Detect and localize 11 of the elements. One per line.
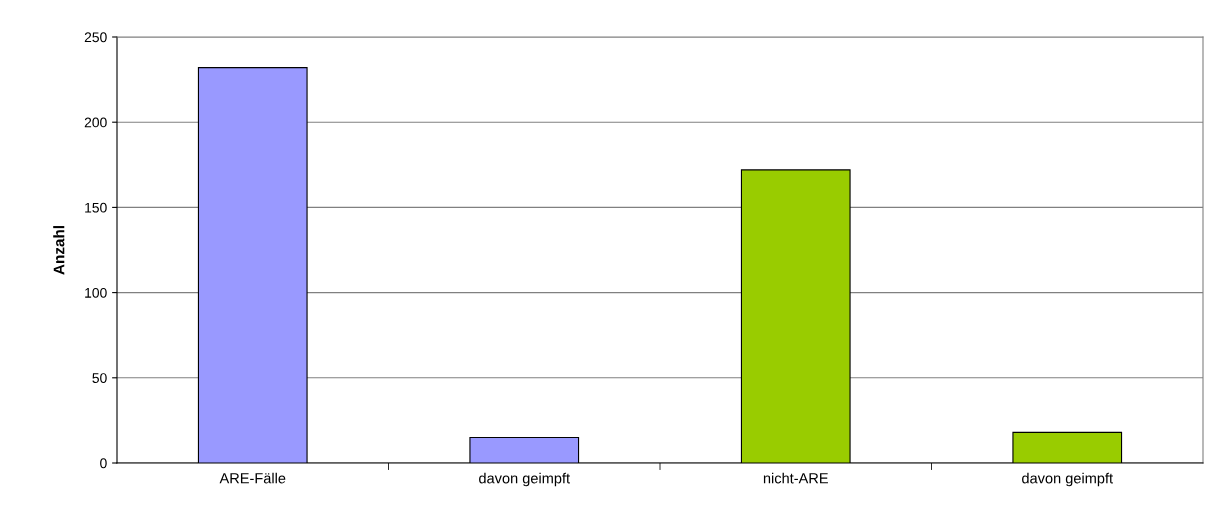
y-tick-label: 250 bbox=[84, 32, 107, 43]
x-tick-label: ARE-Fälle bbox=[219, 472, 286, 484]
x-tick-label: davon geimpft bbox=[1022, 472, 1113, 487]
x-tick-label: davon geimpft bbox=[479, 472, 570, 487]
y-tick-label: 100 bbox=[85, 287, 107, 298]
y-tick-label: 200 bbox=[84, 117, 107, 128]
x-tick-label: nicht-ARE bbox=[763, 472, 828, 484]
y-tick-label: 150 bbox=[85, 202, 107, 213]
y-tick-label: 0 bbox=[100, 458, 107, 469]
y-axis-title: Anzahl bbox=[53, 226, 65, 275]
y-tick-label: 50 bbox=[92, 373, 107, 383]
